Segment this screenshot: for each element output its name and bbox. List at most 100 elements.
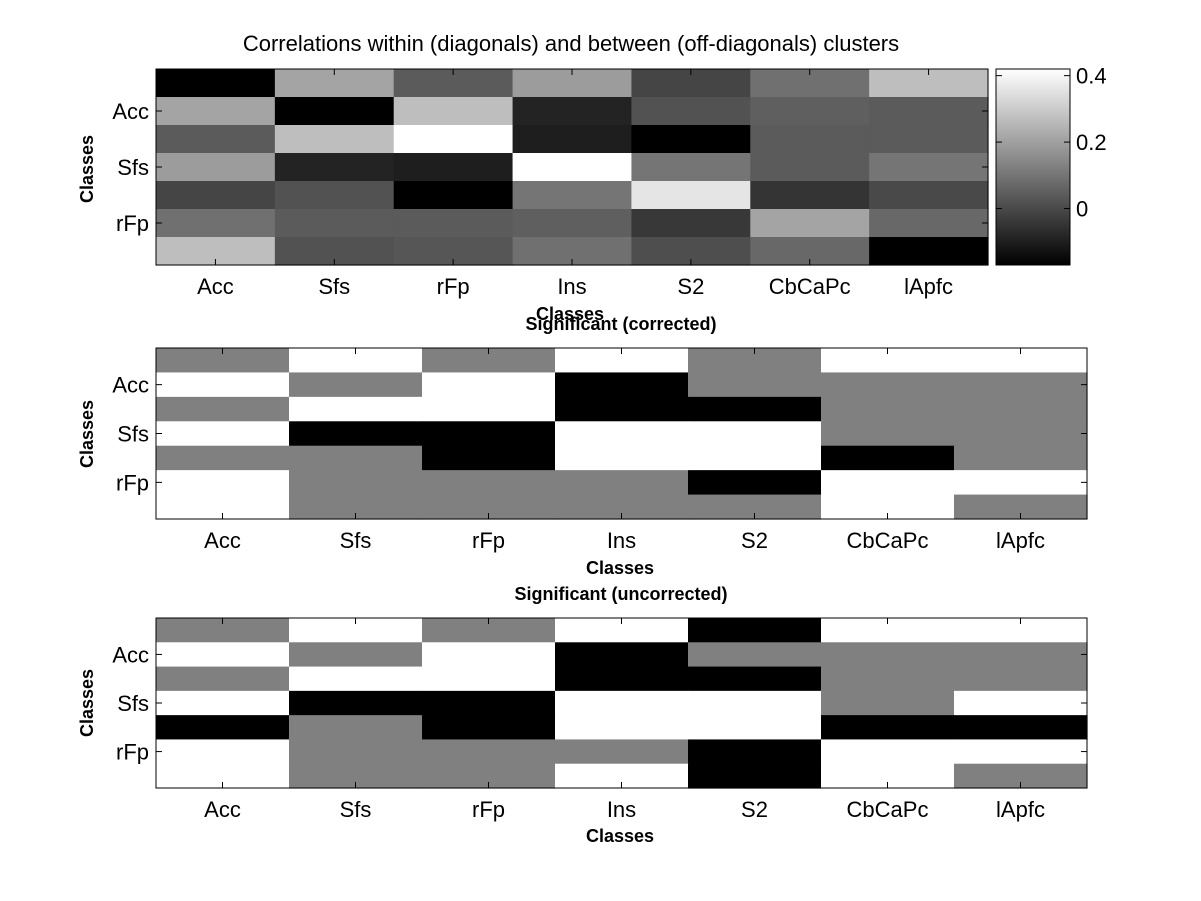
correlation-heatmap-ylabel: Classes xyxy=(77,135,97,203)
significant-uncorrected-x-tick-label: CbCaPc xyxy=(847,797,929,822)
significant-corrected-x-tick-label: Sfs xyxy=(340,528,372,553)
significant-corrected-cell xyxy=(821,396,955,422)
significant-uncorrected-cell xyxy=(688,715,822,741)
significant-corrected-cell xyxy=(422,445,556,471)
significant-corrected-xlabel: Classes xyxy=(586,558,654,578)
correlation-heatmap-cell xyxy=(393,209,514,238)
significant-corrected-panel: Significant (corrected) Acc Sfs rFp Ins S2 Cb… xyxy=(77,314,1088,578)
significant-uncorrected-cell xyxy=(422,739,556,765)
correlation-heatmap-cell xyxy=(631,153,751,182)
significant-uncorrected-x-tick-label: lApfc xyxy=(996,797,1045,822)
significant-uncorrected-cell xyxy=(555,666,689,692)
significant-uncorrected-cell xyxy=(156,666,290,692)
significant-uncorrected-x-tick-label: S2 xyxy=(741,797,768,822)
correlation-heatmap-cell xyxy=(512,209,633,238)
significant-corrected-cell xyxy=(422,470,556,496)
significant-uncorrected-cell xyxy=(422,715,556,741)
correlation-heatmap-x-tick-label: S2 xyxy=(677,274,704,299)
significant-corrected-y-tick-label: Sfs xyxy=(117,422,149,447)
correlation-heatmap-cell xyxy=(274,209,395,238)
correlation-heatmap-cell xyxy=(750,97,870,126)
significant-corrected-cell xyxy=(156,470,290,496)
significant-corrected-cell xyxy=(954,421,1088,447)
colorbar: 0.4 0.2 0 xyxy=(995,64,1107,266)
significant-corrected-cell xyxy=(289,421,423,447)
significant-corrected-x-ticks: Acc Sfs rFp Ins S2 CbCaPc lApfc xyxy=(204,348,1045,553)
correlation-heatmap-cell xyxy=(156,181,276,210)
significant-corrected-cell xyxy=(156,445,290,471)
significant-corrected-cell xyxy=(821,470,955,496)
significant-uncorrected-cell xyxy=(954,642,1088,668)
correlation-heatmap-x-tick-label: lApfc xyxy=(904,274,953,299)
significant-corrected-y-tick-label: rFp xyxy=(116,470,149,495)
correlation-heatmap-cell xyxy=(750,125,870,154)
significant-corrected-cell xyxy=(289,470,423,496)
significant-corrected-x-tick-label: Acc xyxy=(204,528,241,553)
significant-uncorrected-cell xyxy=(688,739,822,765)
significant-uncorrected-x-tick-label: Acc xyxy=(204,797,241,822)
correlation-heatmap-cell xyxy=(631,97,751,126)
correlation-heatmap-cell xyxy=(869,153,989,182)
correlation-heatmap-cell xyxy=(869,125,989,154)
correlation-heatmap-cell xyxy=(156,209,276,238)
significant-corrected-cell xyxy=(688,421,822,447)
significant-corrected-cell xyxy=(688,470,822,496)
correlation-heatmap-cell xyxy=(631,181,751,210)
significant-corrected-cell xyxy=(422,372,556,398)
significant-uncorrected-cell xyxy=(289,690,423,716)
colorbar-gradient xyxy=(995,68,1071,266)
significant-uncorrected-x-tick-label: Sfs xyxy=(340,797,372,822)
significant-uncorrected-cell xyxy=(555,690,689,716)
significant-corrected-cell xyxy=(954,470,1088,496)
significant-corrected-cell xyxy=(156,372,290,398)
correlation-heatmap-cell xyxy=(512,153,633,182)
significant-uncorrected-xlabel: Classes xyxy=(586,826,654,846)
correlation-heatmap-cell xyxy=(393,125,514,154)
correlation-heatmap-x-tick-label: CbCaPc xyxy=(769,274,851,299)
correlation-heatmap-cell xyxy=(750,181,870,210)
significant-uncorrected-cell xyxy=(821,739,955,765)
significant-uncorrected-panel: Significant (uncorrected) Acc Sfs rFp Ins S2… xyxy=(77,584,1088,846)
significant-corrected-cell xyxy=(954,445,1088,471)
significant-uncorrected-cell xyxy=(289,666,423,692)
significant-uncorrected-y-tick-label: Sfs xyxy=(117,691,149,716)
significant-uncorrected-cell xyxy=(954,739,1088,765)
significant-uncorrected-cell xyxy=(289,739,423,765)
correlation-heatmap-cell xyxy=(274,97,395,126)
significant-uncorrected-cell xyxy=(688,642,822,668)
correlation-heatmap-cell xyxy=(512,125,633,154)
significant-uncorrected-cell xyxy=(156,715,290,741)
significant-uncorrected-cell xyxy=(422,666,556,692)
significant-uncorrected-title: Significant (uncorrected) xyxy=(514,584,727,604)
correlation-heatmap-y-ticks: Acc Sfs rFp xyxy=(112,99,988,236)
correlation-heatmap-cell xyxy=(274,181,395,210)
significant-uncorrected-cell xyxy=(954,715,1088,741)
correlation-heatmap-cell xyxy=(869,97,989,126)
significant-uncorrected-x-tick-label: Ins xyxy=(607,797,636,822)
significant-corrected-cell xyxy=(555,372,689,398)
significant-corrected-cell xyxy=(555,421,689,447)
significant-corrected-cell xyxy=(954,396,1088,422)
correlation-heatmap-cell xyxy=(274,125,395,154)
significant-uncorrected-cell xyxy=(422,642,556,668)
correlation-heatmap-x-tick-label: Acc xyxy=(197,274,234,299)
correlation-heatmap-cell xyxy=(631,125,751,154)
correlation-heatmap-cell xyxy=(393,97,514,126)
correlation-heatmap-y-tick-label: rFp xyxy=(116,211,149,236)
significant-corrected-cell xyxy=(156,421,290,447)
significant-uncorrected-cell xyxy=(555,642,689,668)
significant-uncorrected-cell xyxy=(156,739,290,765)
correlation-heatmap-cell xyxy=(156,153,276,182)
significant-corrected-cell xyxy=(821,421,955,447)
significant-corrected-cell xyxy=(555,470,689,496)
correlation-heatmap-xlabel: Classes xyxy=(536,304,604,324)
significant-corrected-cell xyxy=(422,396,556,422)
significant-corrected-cells xyxy=(156,348,1088,520)
correlation-heatmap-x-tick-label: rFp xyxy=(437,274,470,299)
correlation-heatmap-cell xyxy=(750,209,870,238)
correlation-heatmap-cell xyxy=(869,181,989,210)
significant-uncorrected-cells xyxy=(156,618,1088,789)
significant-uncorrected-cell xyxy=(821,715,955,741)
significant-uncorrected-cell xyxy=(289,642,423,668)
